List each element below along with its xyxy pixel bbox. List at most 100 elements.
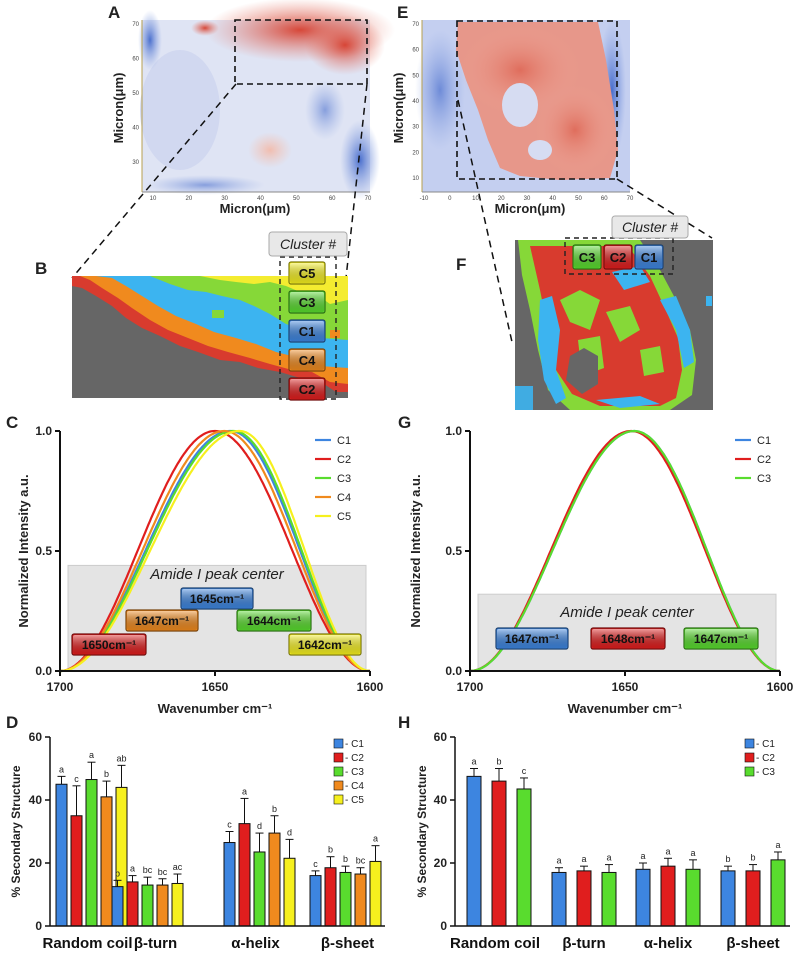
significance-letter: a: [581, 854, 586, 864]
x-tick-label: 1700: [457, 680, 484, 694]
bar: [223, 842, 236, 927]
panel-label-c: C: [6, 413, 18, 432]
peak-label-shade: [290, 635, 360, 654]
significance-letter: bc: [158, 867, 168, 877]
legend-label: - C1: [756, 739, 775, 750]
panel-label-a: A: [108, 3, 120, 22]
peak-label-text: 1647cm⁻¹: [694, 632, 748, 646]
legend-swatch: [744, 738, 755, 749]
heatmap-e: [415, 20, 630, 193]
cluster-box-label: C2: [610, 250, 627, 265]
peak-label-shade: [497, 629, 567, 648]
zoom-line-e-left: [457, 99, 513, 343]
significance-letter: a: [130, 864, 135, 874]
panel-label-d: D: [6, 713, 18, 732]
bar: [309, 875, 322, 927]
significance-letter: b: [104, 769, 109, 779]
cluster-box-shade: [290, 321, 324, 341]
cluster-box-label: C2: [299, 382, 316, 397]
heatmap-xtick: 30: [221, 196, 228, 202]
bar: [720, 870, 736, 927]
heatmap-ytick: 60: [412, 48, 419, 54]
significance-letter: a: [59, 764, 64, 774]
cluster-box-shade: [290, 350, 324, 370]
heatmap-e-xlabel: Micron(μm): [495, 201, 566, 216]
bar: [55, 783, 68, 927]
significance-letter: b: [272, 804, 277, 814]
significance-letter: b: [725, 854, 730, 864]
heatmap-xtick: -10: [420, 196, 429, 202]
peak-label-shade: [182, 589, 252, 608]
bar: [324, 867, 337, 927]
legend-swatch: [333, 780, 344, 791]
legend-swatch: [333, 738, 344, 749]
bar: [85, 779, 98, 927]
bar: [111, 886, 124, 927]
y-tick-label: 40: [434, 793, 448, 807]
peak-label-text: 1650cm⁻¹: [82, 638, 136, 652]
bar: [466, 775, 482, 927]
significance-letter: c: [227, 820, 232, 830]
category-label: α-helix: [231, 935, 280, 952]
cluster-box-shade: [290, 292, 324, 312]
legend-swatch: [744, 752, 755, 763]
heatmap-a-xlabel: Micron(μm): [220, 201, 291, 216]
legend-label: - C3: [756, 767, 775, 778]
heatmap-ytick: 30: [132, 160, 139, 166]
significance-letter: b: [496, 757, 501, 767]
spectrum-line-c4: [59, 429, 371, 673]
legend-label: C1: [757, 435, 771, 447]
x-axis-label: Wavenumber cm⁻¹: [158, 701, 273, 716]
panel-label-f: F: [456, 255, 466, 274]
peak-label-text: 1645cm⁻¹: [190, 592, 244, 606]
category-label: α-helix: [644, 935, 693, 952]
cluster-box-shade: [290, 263, 324, 283]
bar: [601, 871, 617, 927]
significance-letter: b: [115, 868, 120, 878]
significance-letter: a: [690, 848, 695, 858]
significance-letter: a: [242, 786, 247, 796]
bar: [551, 871, 567, 927]
cluster-b-title: Cluster #: [280, 236, 336, 252]
heatmap-ytick: 70: [132, 22, 139, 28]
heatmap-xtick: 70: [365, 196, 372, 202]
bar: [576, 870, 592, 927]
heatmap-ytick: 40: [412, 99, 419, 105]
x-tick-label: 1650: [612, 680, 639, 694]
heatmap-ytick: 10: [412, 176, 419, 182]
legend-label: - C2: [345, 753, 364, 764]
zoom-line-a-right: [345, 83, 368, 279]
y-tick-label: 0.5: [445, 544, 462, 558]
cluster-f-title: Cluster #: [622, 219, 678, 235]
bar-chart-h: a b c Random coil a a a β-turn a a a α-helix b b a β-sh…: [415, 730, 790, 952]
significance-letter: a: [373, 834, 378, 844]
bar: [126, 881, 139, 927]
heatmap-xtick: 0: [448, 196, 452, 202]
bar: [268, 832, 281, 927]
panel-label-h: H: [398, 713, 410, 732]
bar: [745, 870, 761, 927]
panel-label-g: G: [398, 413, 411, 432]
bar: [635, 868, 651, 927]
heatmap-e-yticks: 70 60 50 40 30 20 10: [412, 22, 419, 182]
significance-letter: bc: [143, 865, 153, 875]
x-tick-label: 1700: [47, 680, 74, 694]
legend-swatch: [333, 752, 344, 763]
heatmap-ytick: 50: [412, 73, 419, 79]
cluster-box-label: C4: [299, 353, 316, 368]
legend-label: C1: [337, 435, 351, 447]
category-label: β-turn: [562, 935, 605, 952]
heatmap-a: [138, 0, 395, 200]
legend-label: - C4: [345, 781, 364, 792]
spectrum-line-c3: [60, 429, 371, 673]
y-tick-label: 20: [434, 856, 448, 870]
peak-label-text: 1642cm⁻¹: [298, 638, 352, 652]
legend-label: C5: [337, 511, 351, 523]
legend-label: C3: [337, 473, 351, 485]
y-tick-label: 60: [434, 730, 448, 744]
spectrum-chart-c: Amide I peak center 0.0 0.5 1.0 1700 1650 1600…: [16, 424, 384, 716]
heatmap-xtick: 20: [498, 196, 505, 202]
significance-letter: a: [775, 840, 780, 850]
heatmap-e-xticks: -10 0 10 20 30 40 50 60 70: [420, 196, 634, 202]
